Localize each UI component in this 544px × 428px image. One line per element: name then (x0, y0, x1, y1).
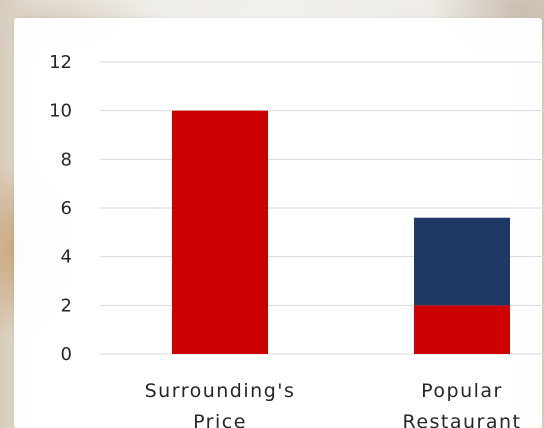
bar-cat2-series2 (414, 217, 510, 306)
bar-cat2-series1 (414, 305, 510, 354)
x-axis-category-labels: Surrounding's Price Popular Restaurant (145, 380, 521, 428)
x-category-label-1-line-2: Price (193, 411, 247, 428)
y-tick-label-10: 10 (49, 101, 72, 122)
y-tick-label-12: 12 (49, 52, 72, 73)
bar-cat1-series1 (172, 110, 268, 355)
y-axis-tick-labels: 0 2 4 6 8 10 12 (49, 52, 72, 365)
x-category-label-2-line-2: Restaurant (402, 411, 521, 428)
y-tick-label-6: 6 (61, 198, 72, 219)
y-tick-label-4: 4 (61, 247, 72, 268)
y-tick-label-2: 2 (61, 295, 72, 316)
y-tick-label-8: 8 (61, 149, 72, 170)
x-category-label-1-line-1: Surrounding's (145, 380, 296, 402)
y-tick-label-0: 0 (61, 344, 72, 365)
bars (172, 110, 510, 355)
x-category-label-2-line-1: Popular (421, 380, 503, 402)
